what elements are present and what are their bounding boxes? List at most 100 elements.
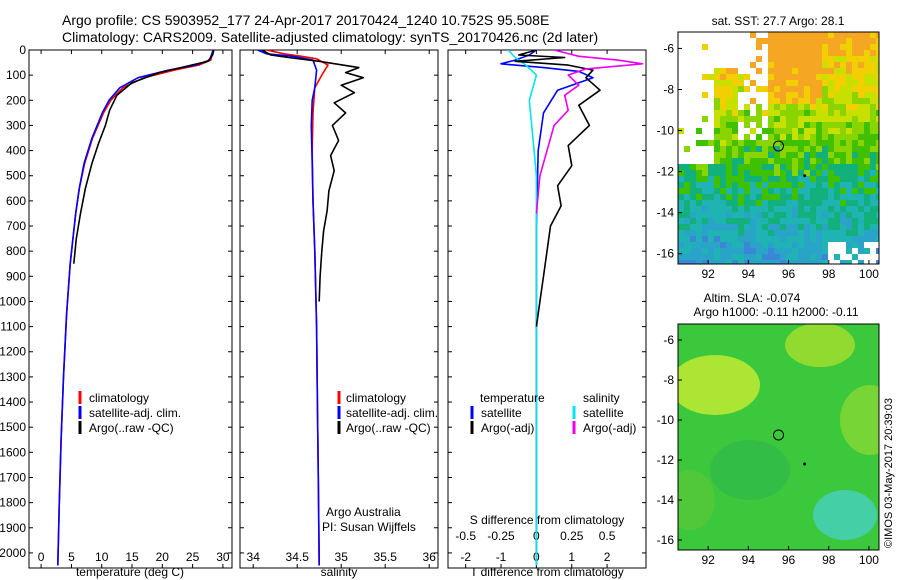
sst-cell xyxy=(774,230,780,236)
sst-cell xyxy=(738,254,744,260)
sst-cell xyxy=(804,248,810,254)
sla-blob xyxy=(785,324,855,367)
sst-cell xyxy=(828,50,834,56)
sst-cell xyxy=(780,224,786,230)
sst-cell xyxy=(822,164,828,170)
sst-cell xyxy=(858,86,864,92)
sst-cell xyxy=(720,152,726,158)
temperature-axes: 0100200300400500600700800900100011001200… xyxy=(0,43,232,568)
sst-cell xyxy=(780,104,786,110)
sst-cell xyxy=(762,224,768,230)
sst-cell xyxy=(798,74,804,80)
sst-cell xyxy=(816,182,822,188)
sst-cell xyxy=(822,128,828,134)
sst-cell xyxy=(774,56,780,62)
y-tick-label: 500 xyxy=(6,169,26,183)
sst-cell xyxy=(828,92,834,98)
sst-cell xyxy=(804,170,810,176)
sst-cell xyxy=(792,152,798,158)
sst-cell xyxy=(846,116,852,122)
pi-note: PI: Susan Wijffels xyxy=(322,520,416,534)
sst-cell xyxy=(744,230,750,236)
sst-cell xyxy=(840,170,846,176)
sst-cell xyxy=(864,224,870,230)
sst-cell xyxy=(786,158,792,164)
sst-cell xyxy=(720,146,726,152)
sst-cell xyxy=(876,38,879,44)
sst-cell xyxy=(756,248,762,254)
sst-cell xyxy=(816,212,822,218)
sst-cell xyxy=(690,230,696,236)
sst-cell xyxy=(852,92,858,98)
sst-cell xyxy=(810,110,816,116)
sst-cell xyxy=(690,242,696,248)
sst-cell xyxy=(870,80,876,86)
sst-cell xyxy=(744,224,750,230)
sst-cell xyxy=(792,140,798,146)
sst-cell xyxy=(780,86,786,92)
sst-cell xyxy=(786,44,792,50)
sst-cell xyxy=(702,200,708,206)
sst-cell xyxy=(852,200,858,206)
sst-cell xyxy=(708,200,714,206)
x-tick-label: 35.5 xyxy=(374,550,398,564)
sst-cell xyxy=(738,260,744,264)
sst-cell xyxy=(690,212,696,218)
sst-cell xyxy=(726,230,732,236)
sst-cell xyxy=(798,170,804,176)
sst-cell xyxy=(810,104,816,110)
sst-cell xyxy=(858,248,864,254)
sst-cell xyxy=(714,224,720,230)
sst-cell xyxy=(828,86,834,92)
sst-cell xyxy=(864,128,870,134)
sst-cell xyxy=(846,68,852,74)
sst-cell xyxy=(876,212,879,218)
x-tick-label: 15 xyxy=(125,550,139,564)
sst-cell xyxy=(810,134,816,140)
series-line-temperature-satellite xyxy=(500,50,594,566)
sst-cell xyxy=(738,188,744,194)
sst-cell xyxy=(744,122,750,128)
x-tick-label: 100 xyxy=(859,267,879,281)
sst-cell xyxy=(870,86,876,92)
x-tick-label: 98 xyxy=(822,553,836,567)
legend-label-temp-satellite: satellite xyxy=(481,406,522,420)
sst-cell xyxy=(792,50,798,56)
sst-cell xyxy=(720,242,726,248)
sst-cell xyxy=(744,254,750,260)
sst-cell xyxy=(876,176,879,182)
sst-cell xyxy=(786,188,792,194)
sst-cell xyxy=(756,206,762,212)
sst-cell xyxy=(840,176,846,182)
sst-cell xyxy=(822,188,828,194)
sst-cell xyxy=(822,104,828,110)
sst-cell xyxy=(798,212,804,218)
sst-cell xyxy=(828,62,834,68)
sst-cell xyxy=(696,242,702,248)
sst-cell xyxy=(762,242,768,248)
sst-cell xyxy=(804,86,810,92)
sst-cell xyxy=(714,68,720,74)
sst-cell xyxy=(864,212,870,218)
sst-cell xyxy=(738,194,744,200)
x-tick-label-salinity: 0.5 xyxy=(599,529,616,543)
x-tick-label: 96 xyxy=(782,267,796,281)
sst-cell xyxy=(810,152,816,158)
sst-cell xyxy=(738,158,744,164)
sst-cell xyxy=(792,134,798,140)
sst-cell xyxy=(768,224,774,230)
sst-cell xyxy=(870,50,876,56)
sst-cell xyxy=(726,128,732,134)
sst-cell xyxy=(846,182,852,188)
sst-cell xyxy=(708,176,714,182)
y-tick-label: 1400 xyxy=(0,395,26,409)
sst-cell xyxy=(768,182,774,188)
sst-cell xyxy=(678,200,684,206)
sst-cell xyxy=(846,230,852,236)
sst-cell xyxy=(792,212,798,218)
sst-cell xyxy=(834,212,840,218)
sst-cell xyxy=(858,182,864,188)
sst-cell xyxy=(756,44,762,50)
sst-cell xyxy=(864,122,870,128)
sst-cell xyxy=(792,254,798,260)
